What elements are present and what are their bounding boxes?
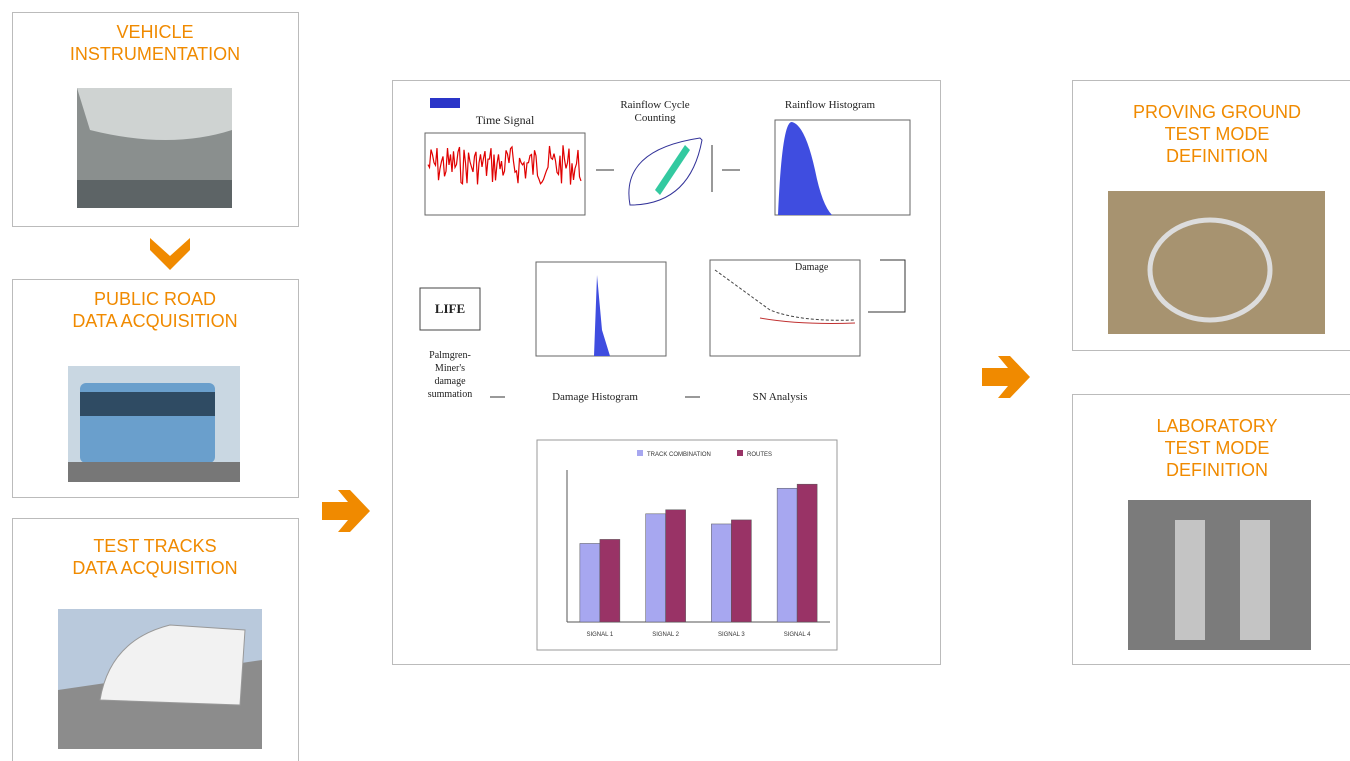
x-tick-label: SIGNAL 3 [718,632,745,638]
caption: damage [434,376,466,387]
legend-swatch [430,98,460,108]
plot-frame [709,259,861,357]
box-title: DEFINITION [1166,146,1268,166]
bar [665,509,686,623]
hysteresis [628,137,703,206]
box-title: TEST MODE [1165,124,1270,144]
caption: SN Analysis [753,391,808,403]
caption: Counting [635,112,676,124]
life: LIFE [435,301,465,316]
caption: Miner's [435,363,465,374]
caption: Rainflow Cycle [620,99,689,111]
caption: summation [428,389,472,400]
signal [427,145,582,186]
photo-bus [99,624,246,706]
bar [579,543,601,623]
box-title: VEHICLE [116,22,193,42]
legend-swatch [737,450,743,456]
box-title: DATA ACQUISITION [72,558,237,578]
box-title: LABORATORY [1156,416,1277,436]
flow-line [868,259,906,313]
photo [1128,500,1311,650]
box-title: PROVING GROUND [1133,102,1301,122]
bar [796,483,818,623]
photo-detail [77,180,232,208]
photo-detail [80,392,215,416]
box-title: TEST MODE [1165,438,1270,458]
x-tick-label: SIGNAL 1 [586,632,613,638]
bar [711,523,732,623]
caption: Damage [795,262,829,273]
arrow-down [150,238,190,270]
x-tick-label: SIGNAL 4 [784,632,811,638]
box-title: TEST TRACKS [93,536,216,556]
photo-detail [1240,520,1270,640]
photo-track [1147,217,1273,323]
box-title: PUBLIC ROAD [94,289,216,309]
life-box [419,287,481,331]
bar [776,487,798,623]
box-title: DEFINITION [1166,460,1268,480]
hysteresis-cycle [655,145,690,195]
box-title: INSTRUMENTATION [70,44,240,64]
sn-curve [714,269,856,321]
caption: Time Signal [476,113,535,127]
legend-label: ROUTES [747,452,772,458]
photo-detail [1175,520,1205,640]
photo-detail [77,88,232,140]
x-tick-label: SIGNAL 2 [652,632,679,638]
bar-chart: TRACK COMBINATION ROUTES SIGNAL 1 SIGNAL 2 S… [566,450,830,638]
legend-label: TRACK COMBINATION [647,452,711,458]
bar [599,539,621,623]
plot-frame [424,132,586,216]
sn-curve [759,317,856,324]
bar [731,519,752,623]
caption: Rainflow Histogram [785,99,876,111]
arrow-right [322,490,370,532]
arrow-right [982,356,1030,398]
bar [645,513,666,623]
photo-detail [68,462,240,482]
histogram [778,121,832,215]
caption: Palmgren- [429,350,471,361]
histogram [594,275,610,356]
box-title: DATA ACQUISITION [72,311,237,331]
caption: Damage Histogram [552,391,638,403]
plot-frame [774,119,911,216]
legend-swatch [637,450,643,456]
photo [1108,191,1325,334]
